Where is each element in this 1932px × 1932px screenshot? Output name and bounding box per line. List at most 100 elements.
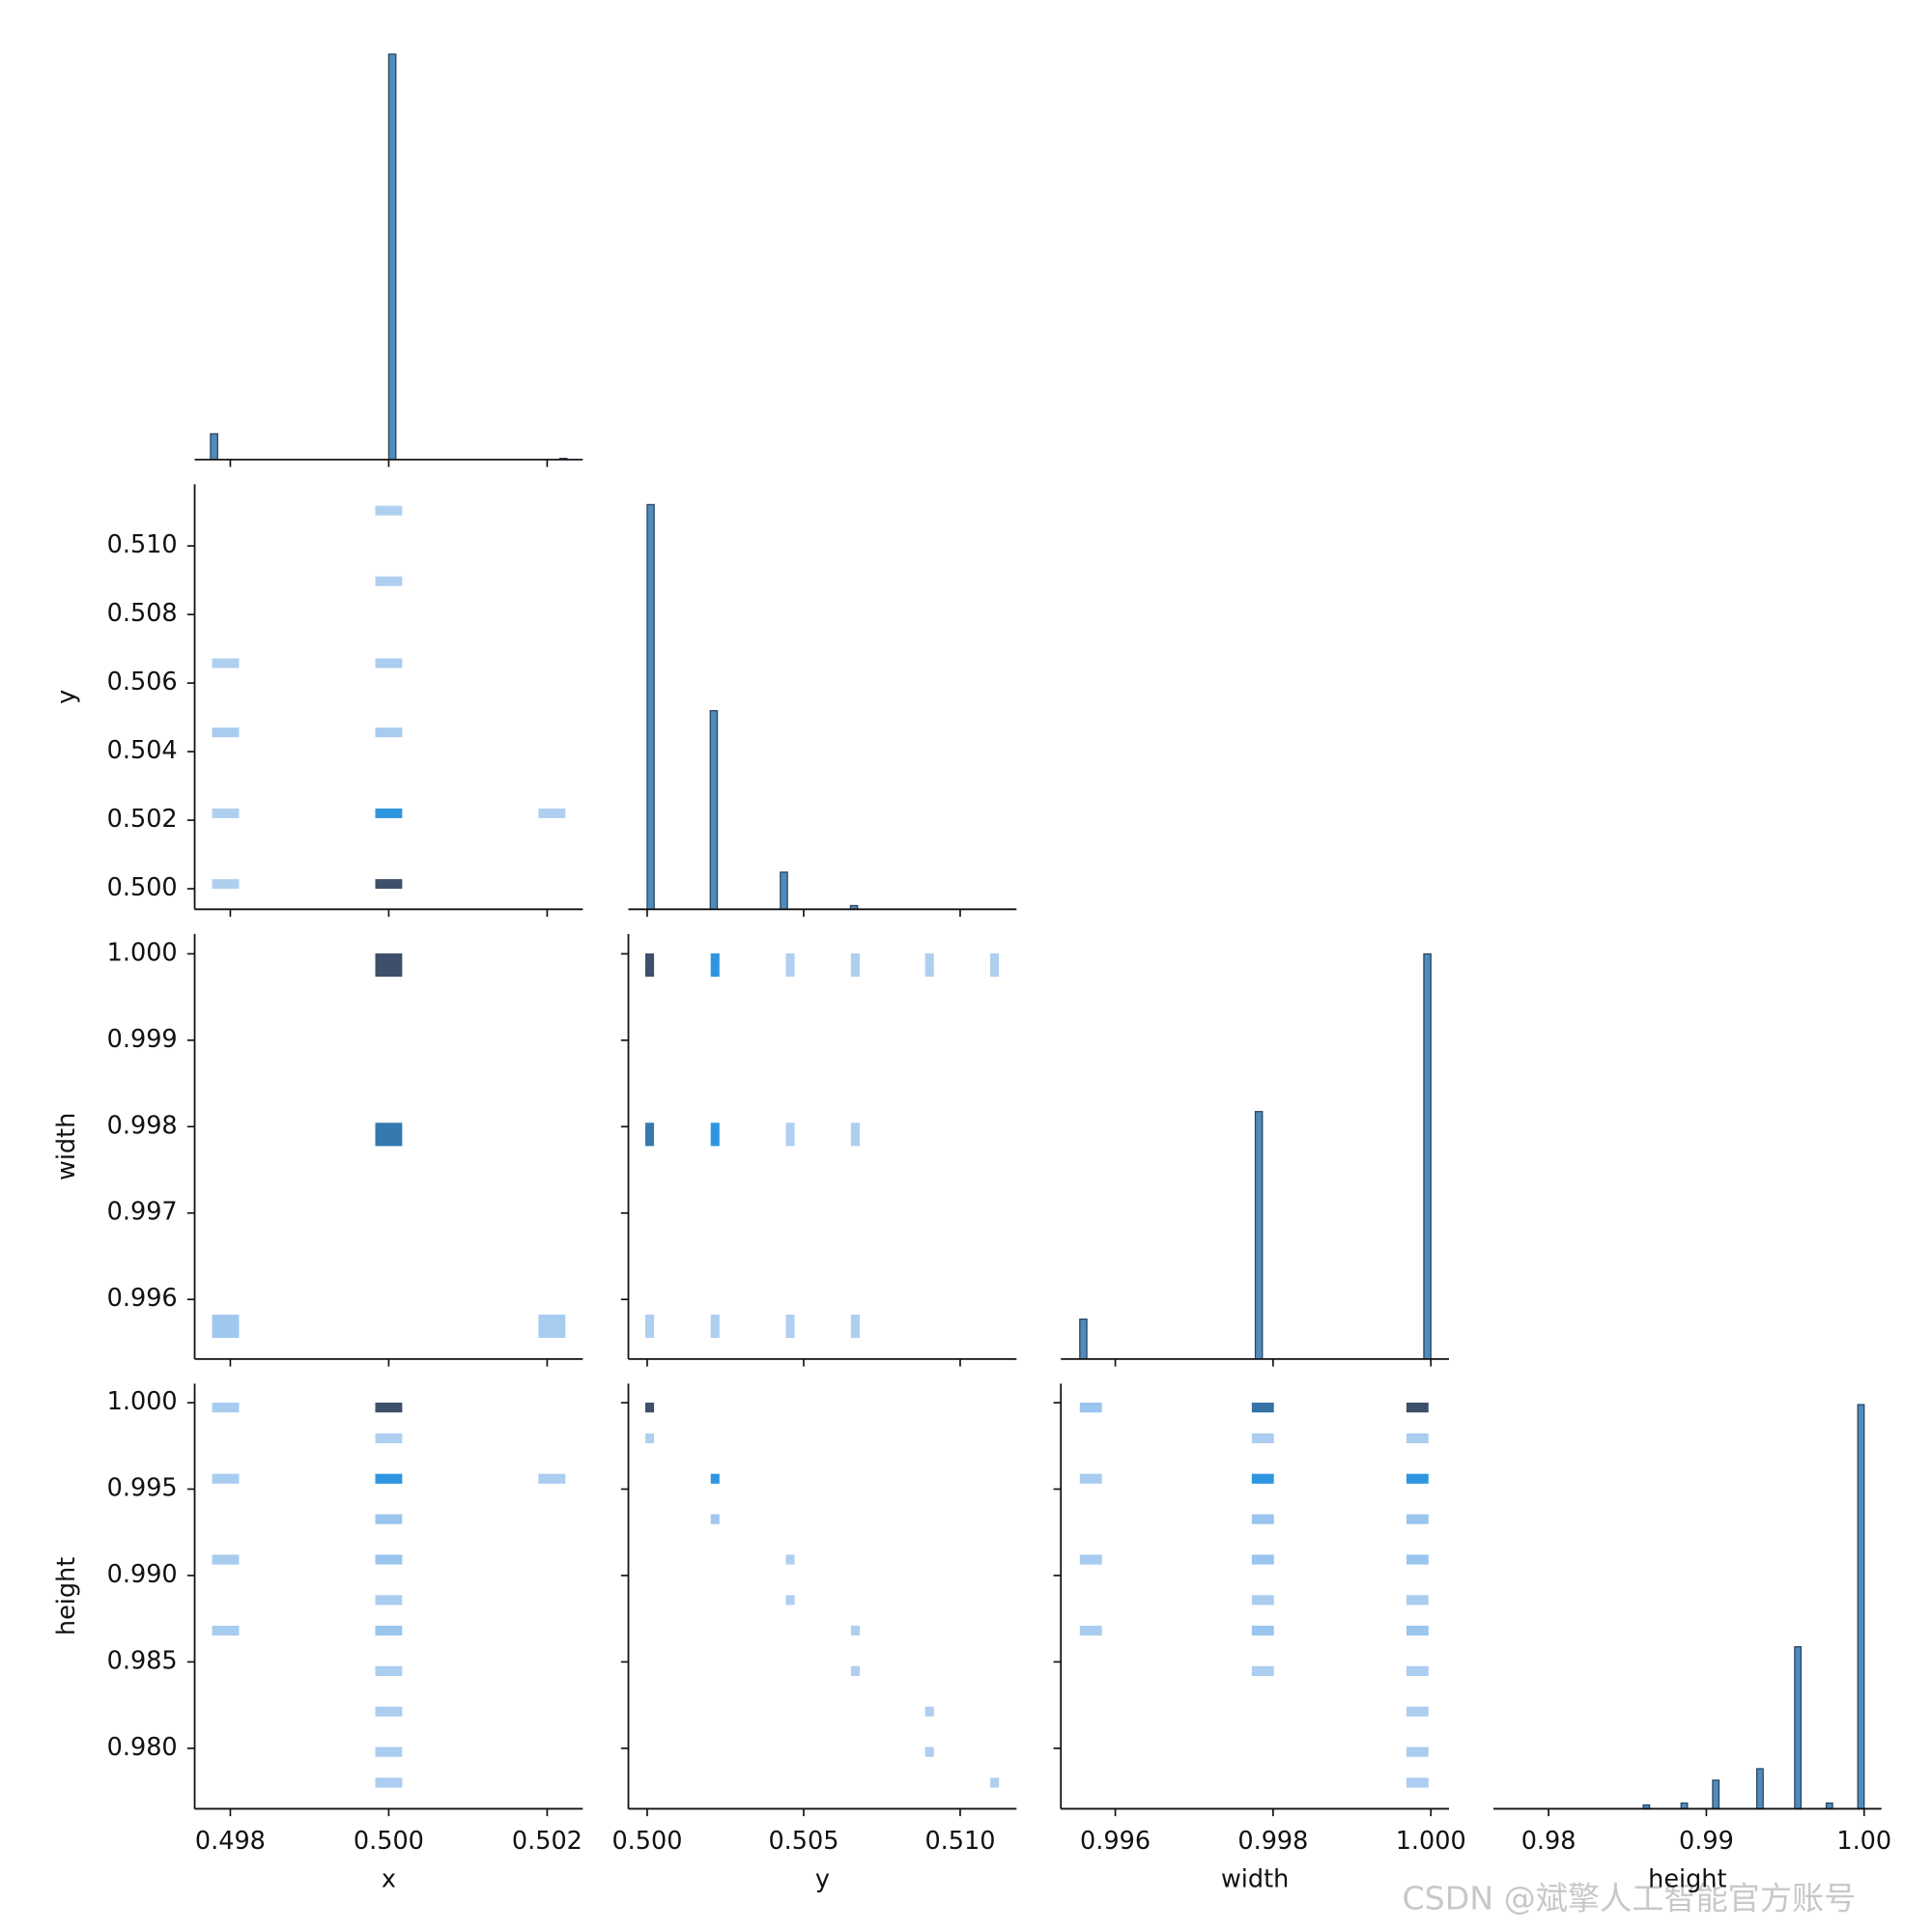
hist2d-cell [375,808,403,818]
hist2d-cell [990,1777,1000,1788]
x-tick-label: 0.996 [1080,1827,1151,1856]
y-tick-label: 0.506 [107,668,178,696]
hist2d-cell [924,952,934,978]
hist2d-cell [212,727,240,738]
hist2d-cell [375,1747,403,1757]
y-axis-label: height [52,1557,81,1635]
hist2d-cell [710,1122,720,1147]
hist2d-cell [212,1554,240,1565]
y-tick-label: 0.990 [107,1560,178,1589]
y-tick-label: 0.510 [107,530,178,559]
hist2d-cell [212,658,240,668]
hist2d-cell [375,658,403,668]
histogram-bar [646,503,655,910]
hist2d-cell [1406,1625,1429,1636]
hist2d-cell [212,1402,240,1413]
hist2d-cell [375,1595,403,1605]
x-tick-label: 0.99 [1679,1827,1734,1856]
x-tick-label: 0.498 [195,1827,266,1856]
hist2d-cell [850,1314,860,1338]
hist2d-cell [375,505,403,516]
hist2d-cell [375,1665,403,1676]
y-tick-label: 0.999 [107,1025,178,1054]
y-tick-label: 0.985 [107,1646,178,1675]
x-axis-label: width [1221,1864,1289,1893]
hist2d-cell [212,1473,240,1484]
hist2d-cell [375,576,403,586]
hist2d-cell [850,1625,860,1636]
hist2d-cell [1251,1665,1274,1676]
y-tick-label: 0.995 [107,1474,178,1503]
hist2d-cell [710,1314,720,1338]
y-tick-label: 0.998 [107,1111,178,1140]
hist2d-cell [1406,1433,1429,1444]
hist2d-cell [375,879,403,890]
x-tick-label: 1.000 [1396,1827,1466,1856]
hist2d-cell [1079,1473,1102,1484]
hist2d-cell [710,1473,720,1484]
x-tick-label: 0.505 [768,1827,838,1856]
hist2d-cell [1251,1625,1274,1636]
histogram-bar [1712,1779,1720,1810]
hist2d-cell [538,808,566,818]
hist2d-cell [375,1433,403,1444]
y-tick-label: 0.500 [107,873,178,902]
hist2d-cell [645,1122,655,1147]
y-tick-label: 0.996 [107,1284,178,1313]
x-tick-label: 0.998 [1237,1827,1308,1856]
x-axis-label: height [1648,1864,1726,1893]
y-tick-label: 0.980 [107,1733,178,1762]
hist2d-cell [850,1665,860,1676]
hist2d-cell [990,952,1000,978]
histogram-bar [387,53,397,461]
hist2d-cell [785,1122,795,1147]
hist2d-cell [375,952,403,978]
hist2d-cell [212,1314,240,1338]
hist2d-cell [375,1625,403,1636]
hist2d-cell [538,1314,566,1338]
histogram-bar [709,710,719,910]
hist2d-cell [850,952,860,978]
y-tick-label: 1.000 [107,1387,178,1416]
x-tick-label: 0.502 [512,1827,582,1856]
hist2d-cell [1251,1554,1274,1565]
hist2d-cell [1079,1554,1102,1565]
pairplot: CSDN @斌擎人工智能官方账号 0.98 0.99 1.00 height 0.500… [52,53,1891,1917]
histogram-bar [1423,952,1432,1360]
hist2d-cell [375,1706,403,1717]
y-axis-label: y [52,690,81,704]
hist2d-cell [1406,1706,1429,1717]
histogram-bar [1254,1111,1264,1360]
hist2d-cell [212,1625,240,1636]
x-axis-label: y [815,1864,830,1893]
hist2d-cell [1406,1747,1429,1757]
hist2d-cell [645,1433,655,1444]
hist2d-cell [924,1747,934,1757]
hist2d-cell [538,1473,566,1484]
hist2d-cell [375,727,403,738]
y-tick-label: 0.502 [107,805,178,834]
hist2d-cell [710,1514,720,1524]
hist2d-cell [375,1554,403,1565]
histogram-bar [210,433,218,461]
hist2d-cell [375,1402,403,1413]
hist2d-cell [1251,1402,1274,1413]
y-axis-label: width [52,1113,81,1180]
y-tick-label: 0.997 [107,1198,178,1227]
hist2d-cell [1406,1402,1429,1413]
hist2d-cell [1406,1473,1429,1484]
hist2d-cell [785,1314,795,1338]
x-axis-label: x [382,1864,396,1893]
y-tick-label: 0.508 [107,599,178,628]
hist2d-cell [375,1473,403,1484]
y-tick-label: 0.504 [107,736,178,765]
hist2d-cell [785,1554,795,1565]
x-tick-label: 1.00 [1836,1827,1891,1856]
hist2d-cell [212,808,240,818]
hist2d-cell [710,952,720,978]
hist2d-cell [1406,1665,1429,1676]
hist2d-cell [1406,1777,1429,1788]
hist2d-cell [785,1595,795,1605]
